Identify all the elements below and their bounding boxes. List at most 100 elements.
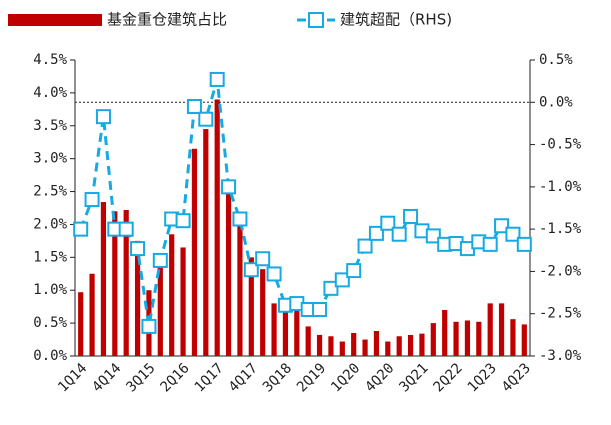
y-tick-label: 0.5% <box>33 315 67 331</box>
bar <box>100 202 107 356</box>
x-tick-label: 4Q17 <box>226 360 261 395</box>
y2-tick-label: -3.0% <box>539 348 582 364</box>
bar <box>476 321 482 356</box>
bar <box>419 333 425 356</box>
bar <box>430 323 436 356</box>
bar <box>498 303 505 356</box>
legend-marker <box>308 12 324 28</box>
bar <box>123 209 129 356</box>
bar <box>191 148 198 356</box>
bar <box>351 332 357 356</box>
marker <box>425 228 441 244</box>
x-tick-label: 3Q21 <box>396 360 431 395</box>
bar <box>157 267 163 356</box>
marker <box>186 99 202 115</box>
bar <box>453 321 459 356</box>
marker <box>175 213 191 229</box>
bar <box>464 320 471 356</box>
bar <box>282 309 289 356</box>
marker <box>198 111 214 127</box>
marker <box>266 266 282 282</box>
marker <box>141 318 157 334</box>
marker <box>209 71 225 87</box>
marker <box>346 263 362 279</box>
bar <box>260 269 266 356</box>
y-tick-label: 4.0% <box>33 85 67 101</box>
y2-tick-label: -1.0% <box>539 179 582 195</box>
x-tick-label: 2Q19 <box>294 360 329 395</box>
bar <box>134 240 141 356</box>
bar <box>89 273 95 356</box>
marker <box>312 301 328 317</box>
bar <box>305 326 311 356</box>
y-tick-label: 1.5% <box>33 249 67 265</box>
x-tick-label: 4Q23 <box>499 360 534 395</box>
marker <box>391 226 407 242</box>
marker <box>357 238 373 254</box>
y2-tick-label: -2.5% <box>539 306 582 322</box>
bar <box>112 211 118 356</box>
marker <box>255 251 271 267</box>
x-tick-label: 3Q15 <box>123 360 158 395</box>
marker <box>243 262 259 278</box>
y2-tick-label: 0.5% <box>539 52 573 68</box>
marker <box>152 252 168 268</box>
y-tick-label: 4.5% <box>33 52 67 68</box>
bar <box>407 334 414 356</box>
x-tick-label: 2Q22 <box>431 360 466 395</box>
bar <box>78 292 84 356</box>
bar <box>225 184 232 356</box>
marker <box>323 280 339 296</box>
bar <box>487 303 493 356</box>
bar <box>339 341 345 356</box>
bar <box>316 334 323 356</box>
bar <box>521 324 527 356</box>
bar <box>214 99 220 356</box>
y-tick-label: 0.0% <box>33 348 67 364</box>
marker <box>482 236 498 252</box>
legend-label: 基金重仓建筑占比 <box>107 11 227 29</box>
x-tick-label: 3Q18 <box>260 360 295 395</box>
bar <box>248 257 254 356</box>
x-tick-label: 1Q14 <box>55 360 90 395</box>
y-tick-label: 1.0% <box>33 282 67 298</box>
bar <box>328 336 334 356</box>
bar <box>294 308 300 356</box>
legend-bar-swatch <box>8 14 102 26</box>
y2-tick-label: -0.5% <box>539 137 582 153</box>
bar <box>203 129 209 356</box>
x-tick-label: 1Q20 <box>328 360 363 395</box>
marker <box>505 226 521 242</box>
bar <box>271 303 277 356</box>
marker <box>73 221 89 237</box>
marker <box>118 221 134 237</box>
marker <box>95 109 111 125</box>
x-tick-label: 4Q20 <box>362 360 397 395</box>
bar <box>385 341 391 356</box>
x-tick-label: 1Q23 <box>465 360 500 395</box>
marker <box>232 211 248 227</box>
y2-tick-label: -2.0% <box>539 263 582 279</box>
y-tick-label: 3.5% <box>33 118 67 134</box>
marker <box>403 208 419 224</box>
bar <box>396 336 402 356</box>
y2-tick-label: -1.5% <box>539 221 582 237</box>
marker <box>494 218 510 234</box>
legend-label: 建筑超配（RHS) <box>340 11 452 29</box>
bar <box>442 309 448 356</box>
marker <box>84 192 100 208</box>
marker <box>221 179 237 195</box>
bar <box>237 221 243 356</box>
bar <box>362 339 368 356</box>
marker <box>516 236 532 252</box>
bar <box>169 234 175 356</box>
marker <box>380 215 396 231</box>
marker <box>130 241 146 257</box>
bar <box>510 319 516 356</box>
y-tick-label: 2.5% <box>33 184 67 200</box>
marker <box>368 225 384 241</box>
y2-tick-label: 0.0% <box>539 94 573 110</box>
x-tick-label: 4Q14 <box>89 360 124 395</box>
x-tick-label: 2Q16 <box>158 360 193 395</box>
